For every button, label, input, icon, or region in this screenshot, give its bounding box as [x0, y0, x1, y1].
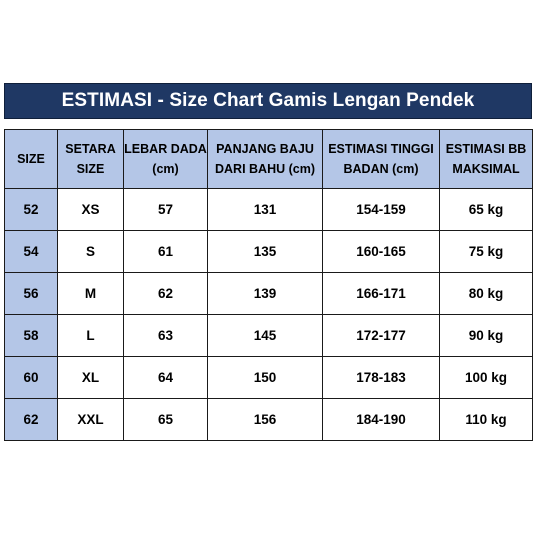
- header-estimasi-tinggi: ESTIMASI TINGGI BADAN (cm): [322, 129, 440, 189]
- size-chart-title: ESTIMASI - Size Chart Gamis Lengan Pende…: [4, 83, 532, 119]
- cell-estimasi-tinggi: 184-190: [322, 398, 440, 441]
- cell-setara-size: L: [57, 314, 124, 357]
- table-row: 52 XS 57 131 154-159 65 kg: [4, 188, 533, 231]
- cell-lebar-dada: 61: [123, 230, 208, 273]
- cell-estimasi-tinggi: 166-171: [322, 272, 440, 315]
- cell-lebar-dada: 62: [123, 272, 208, 315]
- table-header-row: SIZE SETARA SIZE LEBAR DADA (cm) PANJANG…: [4, 129, 533, 189]
- cell-setara-size: S: [57, 230, 124, 273]
- cell-estimasi-bb: 65 kg: [439, 188, 533, 231]
- cell-setara-size: XL: [57, 356, 124, 399]
- cell-lebar-dada: 63: [123, 314, 208, 357]
- cell-panjang-baju: 139: [207, 272, 323, 315]
- table-row: 56 M 62 139 166-171 80 kg: [4, 272, 533, 315]
- cell-lebar-dada: 65: [123, 398, 208, 441]
- cell-lebar-dada: 57: [123, 188, 208, 231]
- cell-estimasi-bb: 110 kg: [439, 398, 533, 441]
- cell-size: 58: [4, 314, 58, 357]
- header-setara-size: SETARA SIZE: [57, 129, 124, 189]
- cell-size: 52: [4, 188, 58, 231]
- cell-panjang-baju: 150: [207, 356, 323, 399]
- cell-estimasi-bb: 75 kg: [439, 230, 533, 273]
- cell-panjang-baju: 145: [207, 314, 323, 357]
- cell-setara-size: M: [57, 272, 124, 315]
- cell-panjang-baju: 131: [207, 188, 323, 231]
- header-panjang-baju: PANJANG BAJU DARI BAHU (cm): [207, 129, 323, 189]
- header-size: SIZE: [4, 129, 58, 189]
- header-estimasi-bb: ESTIMASI BB MAKSIMAL: [439, 129, 533, 189]
- size-chart-table: SIZE SETARA SIZE LEBAR DADA (cm) PANJANG…: [4, 129, 533, 441]
- cell-size: 62: [4, 398, 58, 441]
- table-row: 60 XL 64 150 178-183 100 kg: [4, 356, 533, 399]
- cell-estimasi-tinggi: 172-177: [322, 314, 440, 357]
- cell-setara-size: XXL: [57, 398, 124, 441]
- cell-estimasi-bb: 80 kg: [439, 272, 533, 315]
- cell-estimasi-tinggi: 160-165: [322, 230, 440, 273]
- cell-setara-size: XS: [57, 188, 124, 231]
- table-row: 54 S 61 135 160-165 75 kg: [4, 230, 533, 273]
- cell-estimasi-bb: 90 kg: [439, 314, 533, 357]
- cell-size: 60: [4, 356, 58, 399]
- cell-panjang-baju: 135: [207, 230, 323, 273]
- cell-estimasi-tinggi: 154-159: [322, 188, 440, 231]
- header-lebar-dada: LEBAR DADA (cm): [123, 129, 208, 189]
- cell-estimasi-bb: 100 kg: [439, 356, 533, 399]
- cell-estimasi-tinggi: 178-183: [322, 356, 440, 399]
- cell-lebar-dada: 64: [123, 356, 208, 399]
- cell-panjang-baju: 156: [207, 398, 323, 441]
- table-row: 58 L 63 145 172-177 90 kg: [4, 314, 533, 357]
- cell-size: 56: [4, 272, 58, 315]
- cell-size: 54: [4, 230, 58, 273]
- table-row: 62 XXL 65 156 184-190 110 kg: [4, 398, 533, 441]
